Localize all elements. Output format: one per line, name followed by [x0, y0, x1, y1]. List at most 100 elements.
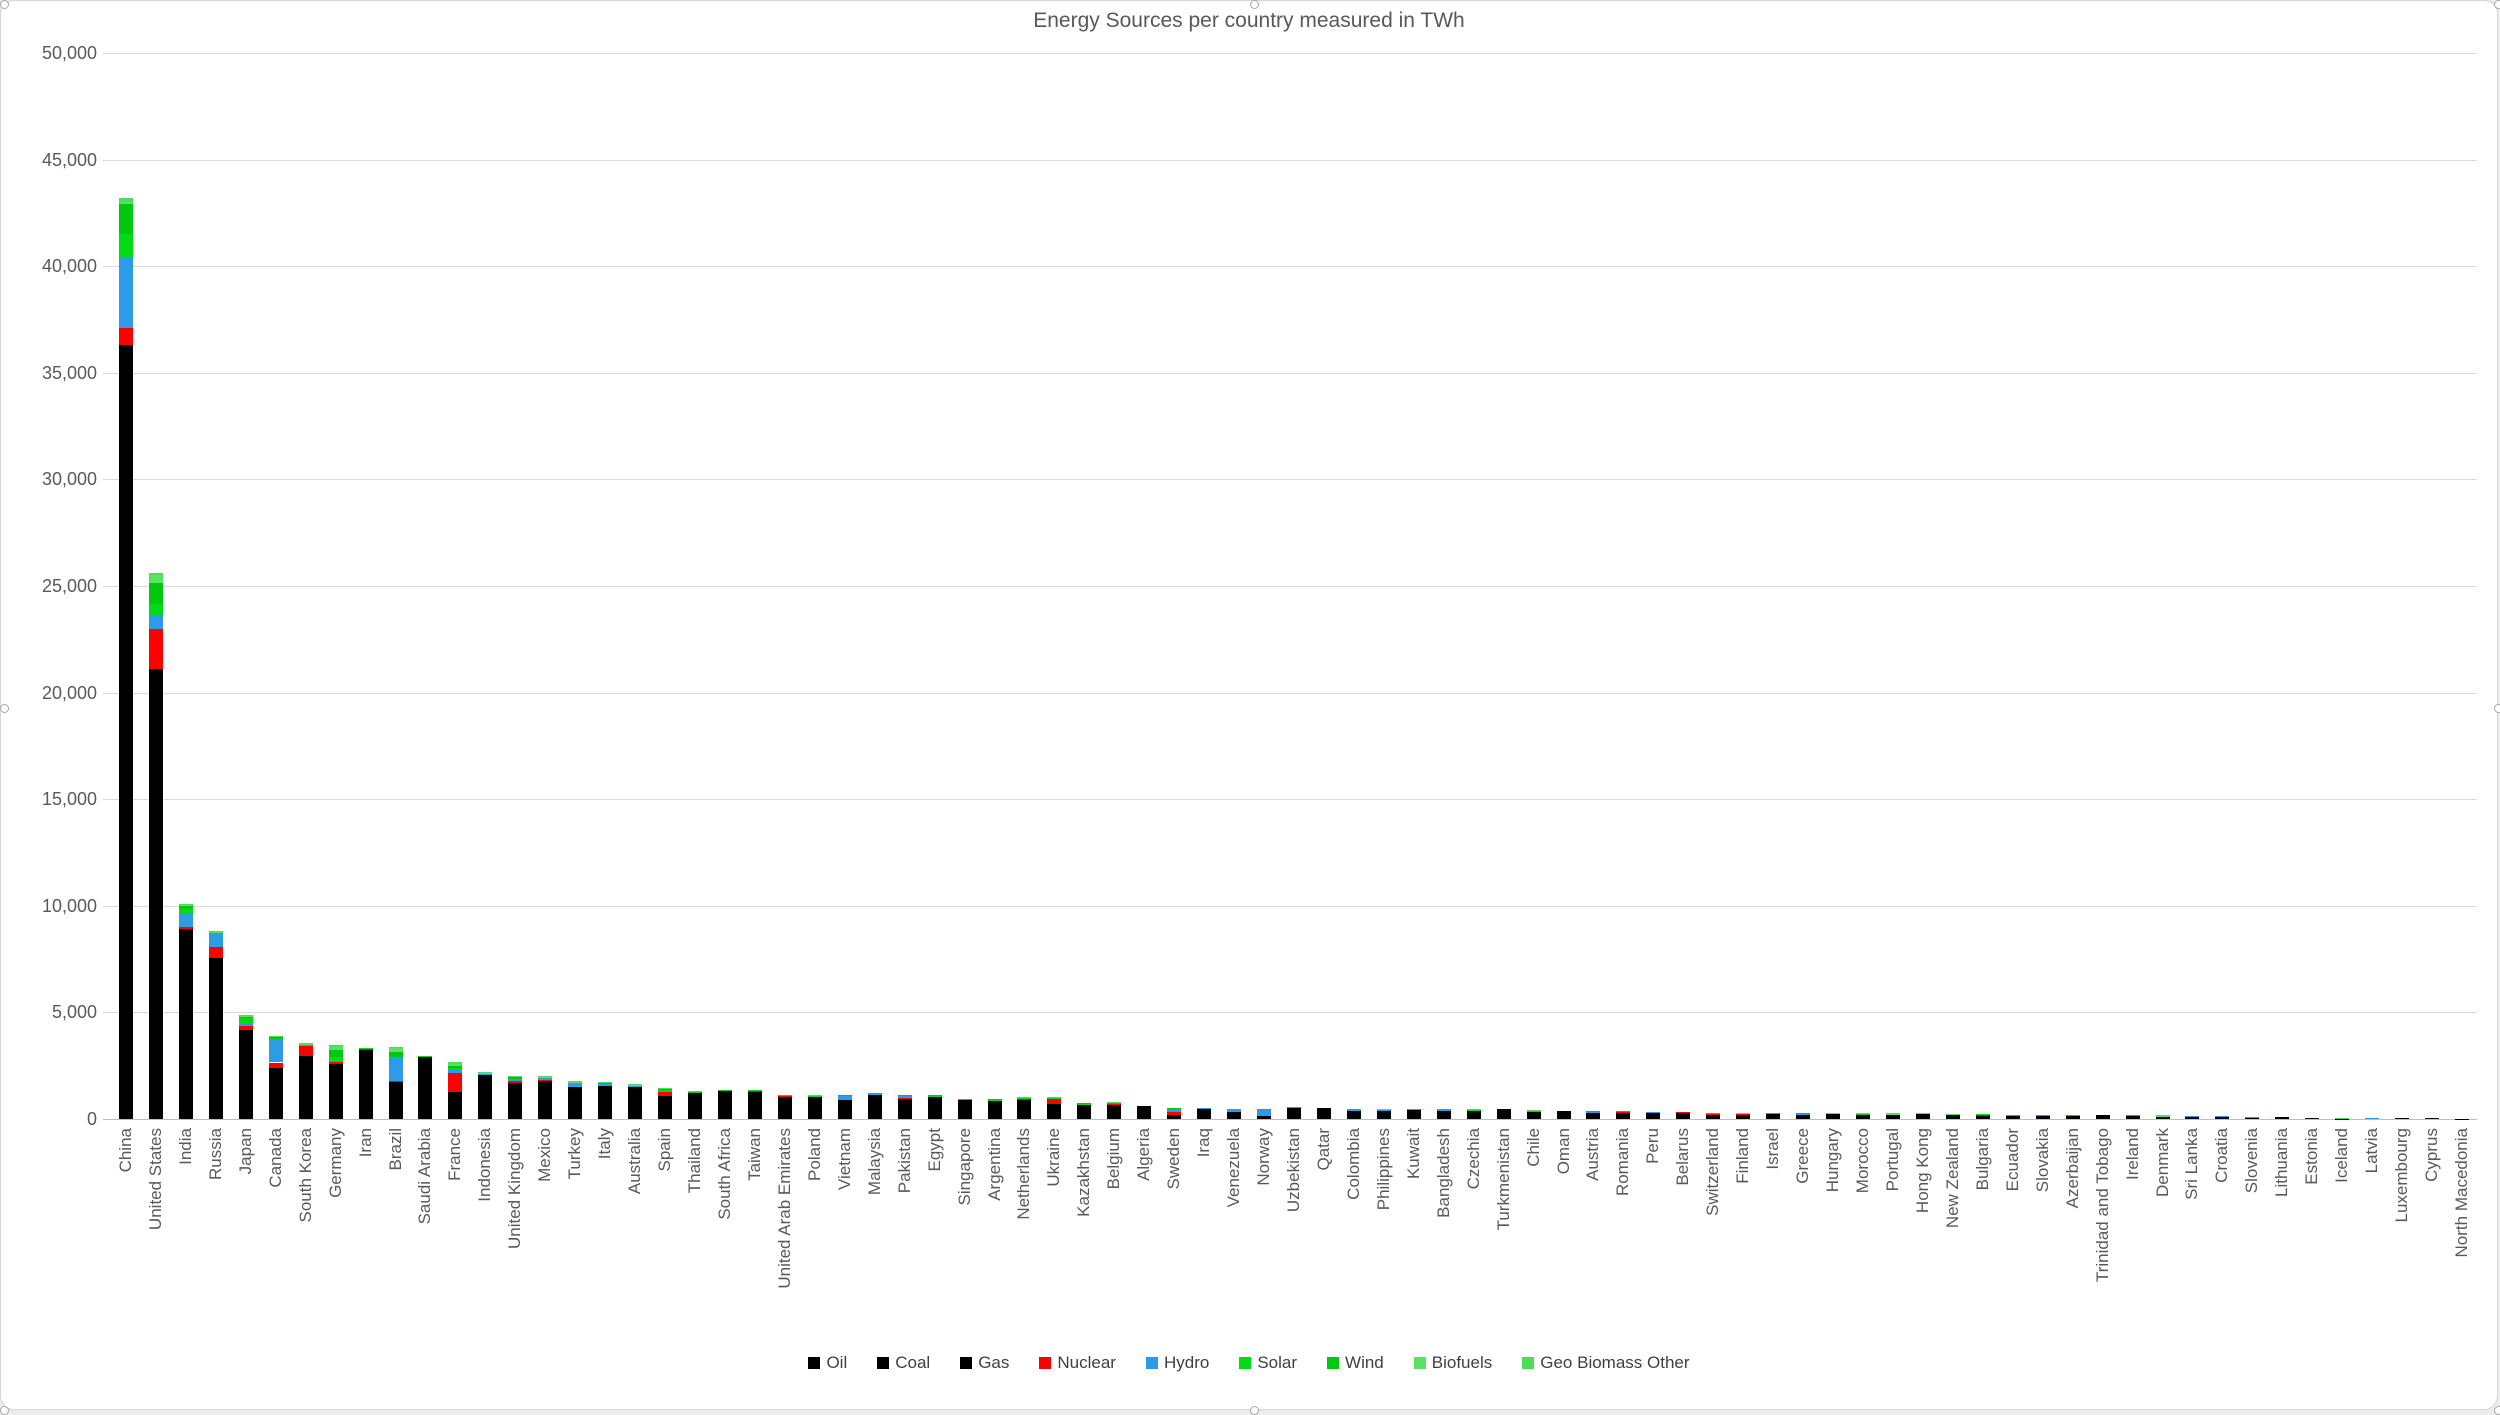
bar-segment-nuclear[interactable] — [1826, 1113, 1840, 1114]
bar-segment-hydro[interactable] — [898, 1096, 912, 1099]
bar-segment-gas[interactable] — [1407, 1110, 1421, 1113]
bar-segment-coal[interactable] — [508, 1102, 522, 1103]
bar-segment-solar[interactable] — [568, 1083, 582, 1084]
bar-segment-nuclear[interactable] — [538, 1080, 552, 1081]
bar-segment-nuclear[interactable] — [299, 1045, 313, 1055]
bar-segment-oil[interactable] — [1287, 1118, 1301, 1119]
bar-segment-gas[interactable] — [1197, 1108, 1211, 1110]
bar-segment-gas[interactable] — [1497, 1109, 1511, 1116]
bar-segment-nuclear[interactable] — [269, 1063, 283, 1069]
bar-segment-wind[interactable] — [269, 1037, 283, 1039]
bar-segment-oil[interactable] — [1616, 1116, 1630, 1119]
bar-segment-coal[interactable] — [179, 946, 193, 1063]
bar-segment-oil[interactable] — [628, 1107, 642, 1119]
bar-segment-oil[interactable] — [1557, 1116, 1571, 1119]
bar-segment-oil[interactable] — [2185, 1117, 2199, 1119]
bar-segment-gas[interactable] — [928, 1097, 942, 1111]
bar-segment-nuclear[interactable] — [748, 1090, 762, 1091]
bar-segment-oil[interactable] — [2096, 1118, 2110, 1119]
legend-item-geo-biomass-other[interactable]: Geo Biomass Other — [1522, 1353, 1689, 1373]
bar-segment-hydro[interactable] — [389, 1058, 403, 1081]
bar-segment-hydro[interactable] — [1706, 1113, 1720, 1114]
bar-segment-oil[interactable] — [958, 1103, 972, 1119]
bar-segment-gas[interactable] — [239, 1030, 253, 1049]
bar-segment-nuclear[interactable] — [1167, 1112, 1181, 1115]
bar-segment-solar[interactable] — [448, 1068, 462, 1069]
selection-handle[interactable] — [0, 704, 9, 713]
bar-segment-oil[interactable] — [448, 1102, 462, 1119]
selection-handle[interactable] — [0, 1406, 9, 1415]
bar-segment-solar[interactable] — [628, 1085, 642, 1086]
bar-segment-oil[interactable] — [2305, 1118, 2319, 1119]
bar-segment-coal[interactable] — [1766, 1115, 1780, 1116]
bar-segment-gas[interactable] — [1766, 1113, 1780, 1115]
bar-segment-hydro[interactable] — [568, 1083, 582, 1087]
bar-segment-solar[interactable] — [149, 604, 163, 616]
bar-segment-oil[interactable] — [2036, 1118, 2050, 1119]
bar-segment-hydro[interactable] — [538, 1078, 552, 1080]
bar-segment-nuclear[interactable] — [179, 927, 193, 929]
bar-segment-coal[interactable] — [1287, 1117, 1301, 1118]
bar-segment-coal[interactable] — [1437, 1116, 1451, 1117]
bar-segment-hydro[interactable] — [448, 1069, 462, 1072]
bar-segment-oil[interactable] — [2275, 1118, 2289, 1119]
bar-segment-oil[interactable] — [508, 1103, 522, 1119]
bar-segment-wind[interactable] — [2156, 1116, 2170, 1117]
bar-segment-oil[interactable] — [1317, 1116, 1331, 1119]
bar-segment-oil[interactable] — [1107, 1111, 1121, 1119]
bar-segment-gas[interactable] — [658, 1096, 672, 1105]
bar-segment-nuclear[interactable] — [149, 629, 163, 670]
bar-segment-hydro[interactable] — [988, 1100, 1002, 1101]
bar-segment-gas[interactable] — [1137, 1106, 1151, 1115]
bar-segment-coal[interactable] — [1826, 1116, 1840, 1117]
bar-segment-oil[interactable] — [1646, 1116, 1660, 1119]
bar-segment-coal[interactable] — [1077, 1107, 1091, 1115]
legend-item-solar[interactable]: Solar — [1239, 1353, 1297, 1373]
bar-segment-oil[interactable] — [778, 1109, 792, 1119]
bar-segment-geo-biomass-other[interactable] — [448, 1062, 462, 1064]
bar-segment-wind[interactable] — [179, 906, 193, 910]
bar-segment-oil[interactable] — [1227, 1114, 1241, 1119]
bar-segment-oil[interactable] — [1137, 1115, 1151, 1119]
bar-segment-oil[interactable] — [478, 1100, 492, 1119]
bar-segment-hydro[interactable] — [478, 1073, 492, 1074]
bar-segment-wind[interactable] — [538, 1077, 552, 1078]
bar-segment-hydro[interactable] — [269, 1039, 283, 1062]
bar-segment-gas[interactable] — [1047, 1104, 1061, 1108]
bar-segment-solar[interactable] — [299, 1044, 313, 1045]
bar-segment-hydro[interactable] — [658, 1091, 672, 1092]
bar-segment-nuclear[interactable] — [1047, 1099, 1061, 1104]
bar-segment-gas[interactable] — [838, 1100, 852, 1103]
bar-segment-gas[interactable] — [538, 1080, 552, 1096]
bar-segment-gas[interactable] — [718, 1091, 732, 1092]
bar-segment-oil[interactable] — [2006, 1116, 2020, 1119]
bar-segment-oil[interactable] — [568, 1107, 582, 1119]
bar-segment-nuclear[interactable] — [898, 1098, 912, 1099]
bar-segment-coal[interactable] — [389, 1089, 403, 1093]
bar-segment-gas[interactable] — [808, 1096, 822, 1101]
bar-segment-wind[interactable] — [628, 1085, 642, 1086]
bar-segment-oil[interactable] — [1167, 1115, 1181, 1119]
bar-segment-biofuels[interactable] — [239, 1015, 253, 1016]
bar-segment-gas[interactable] — [478, 1075, 492, 1081]
bar-segment-oil[interactable] — [179, 1064, 193, 1119]
bar-segment-coal[interactable] — [329, 1080, 343, 1094]
bar-segment-gas[interactable] — [988, 1101, 1002, 1111]
bar-segment-nuclear[interactable] — [448, 1073, 462, 1093]
bar-segment-hydro[interactable] — [628, 1086, 642, 1087]
bar-segment-gas[interactable] — [2096, 1115, 2110, 1118]
bar-segment-oil[interactable] — [209, 1076, 223, 1119]
bar-segment-gas[interactable] — [448, 1092, 462, 1101]
bar-segment-gas[interactable] — [1347, 1111, 1361, 1112]
bar-segment-gas[interactable] — [1557, 1111, 1571, 1116]
bar-segment-oil[interactable] — [119, 938, 133, 1119]
bar-segment-oil[interactable] — [1826, 1117, 1840, 1119]
bar-segment-oil[interactable] — [1197, 1110, 1211, 1119]
bar-segment-coal[interactable] — [1047, 1108, 1061, 1113]
bar-segment-oil[interactable] — [269, 1093, 283, 1119]
bar-segment-gas[interactable] — [1317, 1108, 1331, 1116]
bar-segment-oil[interactable] — [658, 1106, 672, 1119]
bar-segment-gas[interactable] — [1377, 1110, 1391, 1111]
legend-item-coal[interactable]: Coal — [877, 1353, 930, 1373]
bar-segment-gas[interactable] — [359, 1049, 373, 1098]
